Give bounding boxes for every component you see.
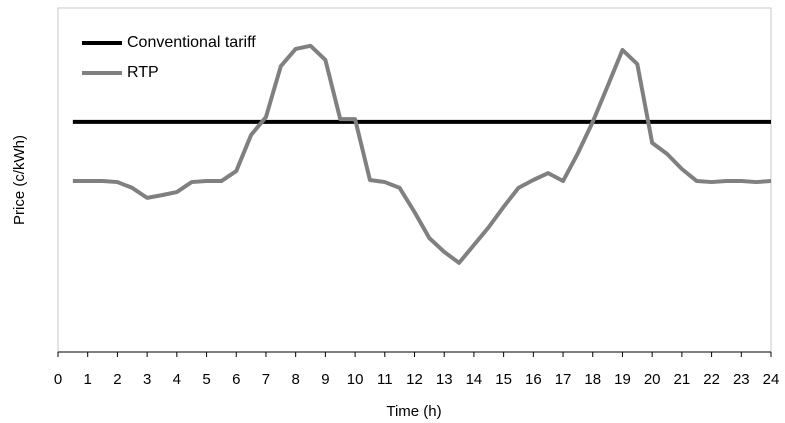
x-tick-label: 16 — [525, 371, 542, 388]
x-tick-label: 6 — [232, 371, 240, 388]
x-tick-label: 4 — [173, 371, 181, 388]
x-tick-label: 11 — [377, 371, 393, 388]
x-tick-label: 15 — [495, 371, 512, 388]
x-tick-label: 8 — [291, 371, 299, 388]
x-tick-label: 20 — [644, 371, 661, 388]
x-tick-label: 7 — [262, 371, 270, 388]
x-tick-label: 13 — [436, 371, 453, 388]
x-tick-label: 9 — [321, 371, 329, 388]
x-tick-label: 0 — [54, 371, 62, 388]
x-tick-label: 2 — [113, 371, 121, 388]
legend-label: Conventional tariff — [127, 34, 256, 51]
series-line — [72, 43, 772, 265]
x-tick-label: 17 — [555, 371, 572, 388]
x-tick-label: 12 — [406, 371, 423, 388]
x-tick-label: 14 — [466, 371, 483, 388]
x-tick-label: 18 — [584, 371, 601, 388]
x-tick-label: 1 — [84, 371, 92, 388]
x-tick-label: 3 — [143, 371, 151, 388]
x-tick-label: 10 — [347, 371, 364, 388]
plot-frame — [57, 7, 772, 353]
x-tick-label: 19 — [614, 371, 631, 388]
x-tick-label: 22 — [703, 371, 720, 388]
x-axis-label: Time (h) — [386, 403, 441, 420]
y-axis-label: Price (c/kWh) — [11, 135, 28, 225]
x-tick-label: 21 — [674, 371, 691, 388]
x-tick-label: 5 — [202, 371, 210, 388]
x-tick-label: 24 — [763, 371, 780, 388]
legend-label: RTP — [127, 64, 159, 81]
x-tick-label: 23 — [733, 371, 750, 388]
